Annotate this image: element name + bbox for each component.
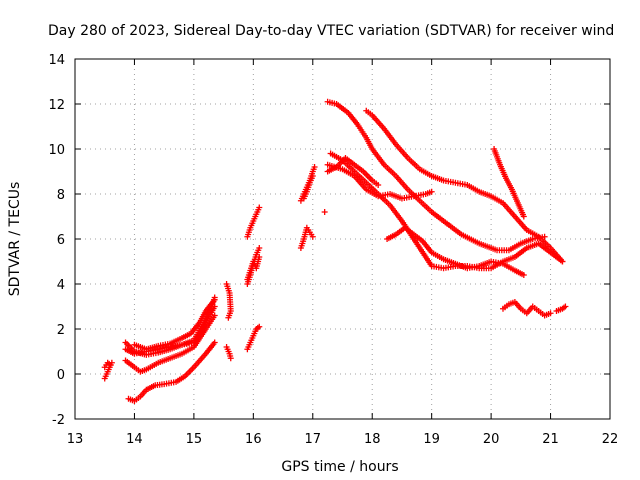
series-arc17 [321,209,328,215]
series-arc2 [101,359,114,371]
data-point [562,303,569,310]
series-arc18 [324,98,548,254]
data-point [309,233,316,240]
series-arc13 [244,323,263,353]
series-arc9 [223,344,234,362]
y-axis-label: SDTVAR / TECUs [7,182,23,297]
series-arc25 [500,299,554,319]
data-point [107,362,114,368]
series-arc23 [384,224,527,278]
chart-title: Day 280 of 2023, Sidereal Day-to-day VTE… [48,23,614,39]
series-arc16 [300,173,316,202]
data-point [256,204,263,211]
x-axis-label: GPS time / hours [281,459,398,475]
series-arc11 [244,204,263,240]
x-tick-label: 16 [245,432,262,447]
y-tick-label: -2 [52,413,65,428]
series-arc12 [244,254,263,283]
data-point [428,188,435,195]
data-point [227,355,234,362]
series-arc5 [122,303,218,357]
x-tick-label: 15 [186,432,203,447]
data-point [375,182,382,188]
series-arc7 [131,296,218,353]
data-point [256,245,263,251]
x-tick-label: 22 [602,432,619,447]
y-tick-label: 6 [57,233,65,248]
data-point [256,323,263,330]
data-point [309,173,316,179]
data-point [256,254,263,260]
y-tick-label: 2 [57,323,65,338]
x-tick-label: 14 [126,432,143,447]
data-point [559,258,566,265]
series-arc24 [491,146,527,220]
data-point [311,164,318,170]
y-tick-label: 12 [48,98,65,113]
x-tick-label: 19 [423,432,440,447]
data-point [211,303,218,310]
data-point [520,272,527,278]
series-arc8 [223,281,234,321]
series-arc6 [125,339,218,404]
series-arc22 [324,155,382,188]
y-tick-label: 14 [48,53,65,68]
x-tick-label: 21 [542,432,559,447]
y-tick-label: 8 [57,188,65,203]
x-tick-label: 17 [305,432,322,447]
data-point [211,312,218,319]
y-tick-label: 0 [57,368,65,383]
series-arc26 [553,303,569,314]
y-tick-label: 10 [48,143,65,158]
series-arc21 [324,161,435,202]
data-point [520,213,527,220]
data-point [547,310,554,317]
data-point [321,209,328,215]
x-tick-label: 13 [67,432,84,447]
data-point [211,339,218,346]
data-point [225,314,232,321]
data-point [211,296,218,303]
series-arc15 [297,164,318,204]
series-arc19 [363,107,566,265]
grid-lines [75,59,610,419]
data-points [101,98,569,404]
data-point [541,233,548,240]
axis-ticks: 13 14 15 16 17 18 19 20 21 22 -2 0 2 4 6 8 10 12 14 [48,53,618,447]
y-tick-label: 4 [57,278,65,293]
series-arc14 [297,224,316,251]
x-tick-label: 20 [483,432,500,447]
x-tick-label: 18 [364,432,381,447]
